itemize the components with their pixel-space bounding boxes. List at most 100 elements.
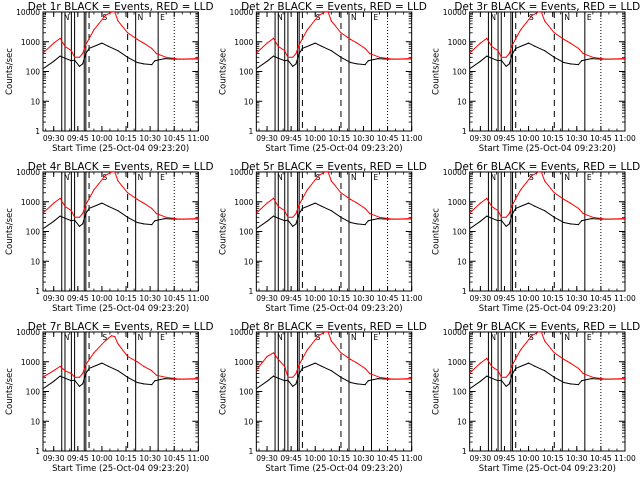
y-tick-label: 1000	[234, 38, 253, 47]
y-tick-label: 10000	[443, 168, 467, 177]
series-events-point	[74, 59, 76, 61]
series-lld-point	[53, 42, 55, 44]
series-lld-point	[85, 44, 87, 46]
series-lld-point	[582, 52, 584, 55]
plot-frame	[42, 171, 199, 292]
series-lld-point	[127, 192, 129, 194]
series-events-point	[85, 372, 87, 375]
series-lld-point	[151, 370, 153, 372]
x-axis-label: Start Time (25-Oct-04 09:23:20)	[479, 304, 616, 314]
series-lld-point	[143, 202, 145, 204]
marker-label: N	[138, 333, 144, 342]
series-lld-point	[563, 38, 565, 40]
series-events-point	[287, 379, 289, 381]
series-events-point	[569, 223, 571, 225]
series-events-point	[117, 210, 119, 212]
series-lld-point	[592, 376, 594, 378]
x-tick-label: 09:30	[470, 454, 492, 463]
series-events-point	[511, 372, 514, 375]
x-tick-label: 09:45	[280, 454, 302, 463]
y-tick-label: 1000	[448, 198, 467, 207]
y-tick-label: 1000	[21, 198, 40, 207]
x-tick-label: 10:30	[566, 134, 588, 143]
series-lld-point	[624, 58, 625, 60]
series-lld-point	[544, 20, 546, 22]
marker-label: E	[587, 13, 592, 22]
series-events-point	[321, 205, 323, 207]
panel-7: Det 7r BLACK = Events, RED = LLD 1 10 100 10…	[5, 321, 214, 474]
series-events-point	[314, 362, 316, 364]
series-lld-point	[64, 205, 66, 207]
y-tick-label: 10	[457, 97, 467, 106]
y-tick-label: 100	[452, 388, 467, 397]
series-events-point	[581, 220, 583, 222]
y-axis-label: Counts/sec	[5, 368, 15, 415]
y-tick-label: 100	[239, 68, 254, 77]
series-events-point	[479, 380, 481, 382]
series-events-point	[340, 376, 342, 378]
panel-2: Det 2r BLACK = Events, RED = LLD 1 10 100 10…	[218, 1, 427, 154]
series-events-point	[82, 223, 84, 225]
x-tick-label: 10:00	[91, 454, 113, 463]
series-lld-point	[508, 212, 510, 215]
series-lld-point	[284, 365, 286, 367]
panel-title: Det 9r BLACK = Events, RED = LLD	[454, 321, 640, 333]
series-lld-point	[292, 56, 294, 58]
series-lld-point	[59, 365, 61, 367]
y-axis-label: Counts/sec	[5, 48, 15, 95]
x-tick-label: 09:45	[494, 454, 516, 463]
series-events-point	[367, 380, 369, 382]
series-events-point	[266, 380, 268, 382]
series-events-line	[256, 202, 412, 230]
series-events-point	[577, 384, 580, 386]
series-events-point	[101, 202, 103, 204]
x-tick-label: 09:30	[256, 294, 278, 303]
y-axis-label: Counts/sec	[218, 48, 228, 95]
plot-frame	[42, 331, 199, 452]
series-lld-point	[117, 343, 119, 345]
marker-label: N	[138, 13, 144, 22]
series-lld-point	[59, 197, 61, 199]
series-group	[43, 172, 199, 230]
series-lld-point	[197, 218, 199, 220]
x-tick-label: 10:00	[91, 294, 113, 303]
series-events-point	[78, 225, 81, 227]
series-events-point	[581, 60, 583, 62]
series-events-point	[284, 220, 286, 222]
series-lld-point	[505, 216, 507, 218]
series-events-point	[266, 60, 268, 62]
series-events-point	[107, 45, 109, 47]
series-events-point	[340, 56, 342, 58]
series-events-point	[151, 64, 153, 66]
y-tick-label: 10000	[16, 8, 40, 17]
series-lld-point	[306, 349, 308, 351]
marker-label: E	[160, 173, 165, 182]
x-tick-label: 10:15	[115, 134, 137, 143]
series-lld-point	[295, 212, 297, 215]
series-lld-point	[117, 20, 119, 22]
series-events-point	[82, 383, 84, 385]
series-lld-point	[569, 362, 571, 364]
x-tick-label: 10:45	[163, 294, 185, 303]
series-lld-point	[256, 53, 257, 54]
series-lld-point	[136, 198, 138, 200]
x-tick-label: 10:30	[139, 454, 161, 463]
series-events-point	[479, 220, 481, 222]
series-events-point	[154, 60, 156, 62]
series-events-point	[127, 376, 129, 378]
series-lld-point	[324, 12, 326, 13]
x-tick-label: 09:30	[470, 134, 492, 143]
x-tick-label: 09:45	[494, 134, 516, 143]
series-events-point	[272, 215, 275, 217]
series-events-point	[272, 55, 275, 57]
series-lld-point	[127, 32, 129, 34]
marker-label: S	[102, 173, 107, 182]
series-lld-point	[266, 355, 268, 358]
series-lld-point	[569, 42, 571, 44]
series-group	[469, 332, 625, 390]
series-lld-point	[391, 378, 393, 380]
series-lld-point	[74, 216, 76, 218]
x-tick-label: 10:00	[91, 134, 113, 143]
marker-label: E	[160, 333, 165, 342]
